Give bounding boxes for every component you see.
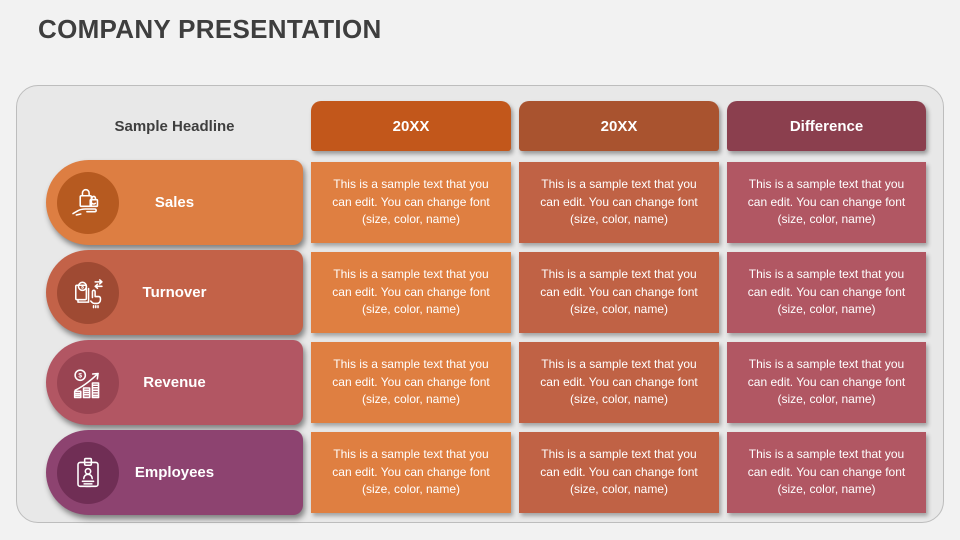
cell-revenue-20xx-2: This is a sample text that you can edit.… [519, 342, 719, 423]
row-label-text: Sales [154, 194, 195, 211]
row-label-turnover: $ Turnover [46, 250, 303, 335]
cell-revenue-20xx-1: This is a sample text that you can edit.… [311, 342, 511, 423]
cell-employees-20xx-1: This is a sample text that you can edit.… [311, 432, 511, 513]
column-header-20xx-1: 20XX [311, 101, 511, 151]
revenue-icon: $ [57, 351, 119, 414]
row-label-sales: Sales [46, 160, 303, 245]
svg-text:$: $ [81, 284, 84, 290]
row-label-text: Employees [134, 464, 215, 481]
turnover-icon: $ [57, 261, 119, 324]
cell-turnover-difference: This is a sample text that you can edit.… [727, 252, 926, 333]
cell-sales-difference: This is a sample text that you can edit.… [727, 162, 926, 243]
corner-headline: Sample Headline [114, 117, 235, 135]
cell-turnover-20xx-2: This is a sample text that you can edit.… [519, 252, 719, 333]
cell-sales-20xx-2: This is a sample text that you can edit.… [519, 162, 719, 243]
row-label-text: Revenue [143, 374, 206, 391]
column-header-difference: Difference [727, 101, 926, 151]
cell-revenue-difference: This is a sample text that you can edit.… [727, 342, 926, 423]
page-title: COMPANY PRESENTATION [38, 14, 382, 44]
content-card: Sample Headline 20XX 20XX Difference Sal… [16, 85, 944, 523]
cell-turnover-20xx-1: This is a sample text that you can edit.… [311, 252, 511, 333]
row-label-text: Turnover [142, 284, 207, 301]
cell-employees-difference: This is a sample text that you can edit.… [727, 432, 926, 513]
sales-icon [57, 171, 119, 234]
svg-text:$: $ [78, 372, 82, 379]
cell-employees-20xx-2: This is a sample text that you can edit.… [519, 432, 719, 513]
column-header-20xx-2: 20XX [519, 101, 719, 151]
employees-icon [57, 441, 119, 504]
cell-sales-20xx-1: This is a sample text that you can edit.… [311, 162, 511, 243]
row-label-revenue: $ Revenue [46, 340, 303, 425]
row-label-employees: Employees [46, 430, 303, 515]
